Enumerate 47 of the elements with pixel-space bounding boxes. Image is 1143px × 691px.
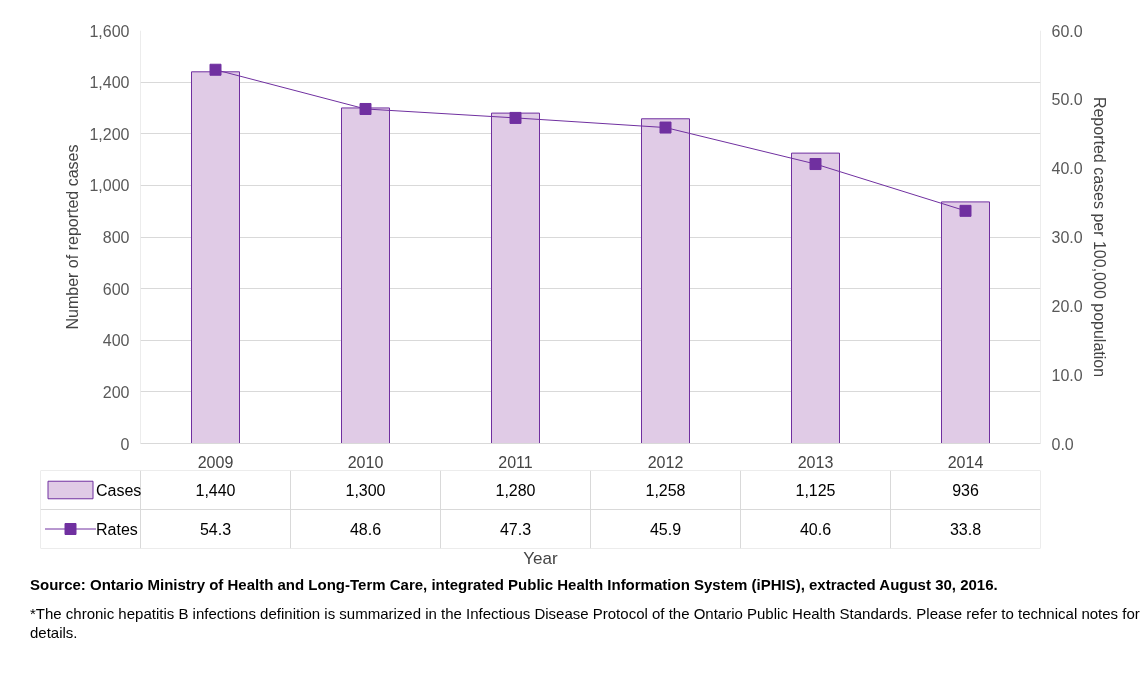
x-tick-label: 2010 (347, 453, 384, 471)
y2-tick-label: 50.0 (1051, 91, 1083, 109)
text: 33.8 (949, 521, 982, 538)
x-tick-label: 2014 (947, 453, 984, 471)
y2-tick-label: 10.0 (1051, 366, 1083, 384)
y-tick-label: 1,200 (89, 125, 130, 143)
legend-label: Rates (96, 520, 138, 538)
text: 47.3 (499, 521, 532, 538)
text: 1,258 (645, 482, 686, 499)
y2-tick-label: 40.0 (1051, 160, 1083, 178)
x-tick-label: 2011 (498, 453, 533, 471)
y-tick-label: 1,000 (89, 177, 130, 195)
point (509, 111, 522, 124)
text: 1,440 (195, 482, 236, 499)
x-tick-label: 2012 (647, 453, 684, 471)
text: 54.3 (199, 521, 232, 538)
y2-tick-label: 20.0 (1051, 297, 1083, 315)
text: 936 (952, 482, 979, 499)
y-tick-label: 200 (102, 383, 130, 401)
x-axis-title: Year (523, 548, 559, 568)
point (959, 204, 972, 217)
source-note: Source: Ontario Ministry of Health and Long-Term Care, integrated Public Health Information System (iPHIS), extracted August 30, 2016. (30, 575, 998, 594)
point (209, 63, 222, 76)
y-tick-label: 0 (120, 435, 130, 453)
x-tick-label: 2009 (197, 453, 234, 471)
y-tick-label: 1,600 (89, 22, 130, 40)
y-axis-title: Number of reported cases (64, 144, 82, 330)
y2-tick-label: 0.0 (1051, 435, 1074, 453)
y-tick-label: 800 (102, 229, 130, 246)
y2-tick-label: 60.0 (1051, 22, 1083, 40)
text: 1,125 (795, 482, 836, 499)
y2-tick-label: 30.0 (1051, 229, 1083, 246)
point (359, 102, 372, 115)
legend-label: Cases (96, 481, 142, 499)
point (659, 121, 672, 134)
text: 45.9 (649, 521, 682, 538)
text: 1,300 (345, 482, 386, 499)
text: 40.6 (799, 521, 832, 538)
y2-axis-title: Reported cases per 100,000 population (1090, 96, 1108, 378)
y-tick-label: 1,400 (89, 74, 130, 92)
y-tick-label: 600 (102, 280, 130, 298)
y-tick-label: 400 (102, 332, 130, 350)
point (809, 158, 822, 171)
text: 48.6 (349, 521, 382, 538)
x-tick-label: 2013 (797, 453, 834, 471)
text: *The chronic hepatitis B infections definition is summarized in the Infectious Disease Protocol of the Ontario Public Health Standards. Please refer to technical notes for details. (30, 604, 1141, 642)
text: 1,280 (495, 482, 536, 499)
